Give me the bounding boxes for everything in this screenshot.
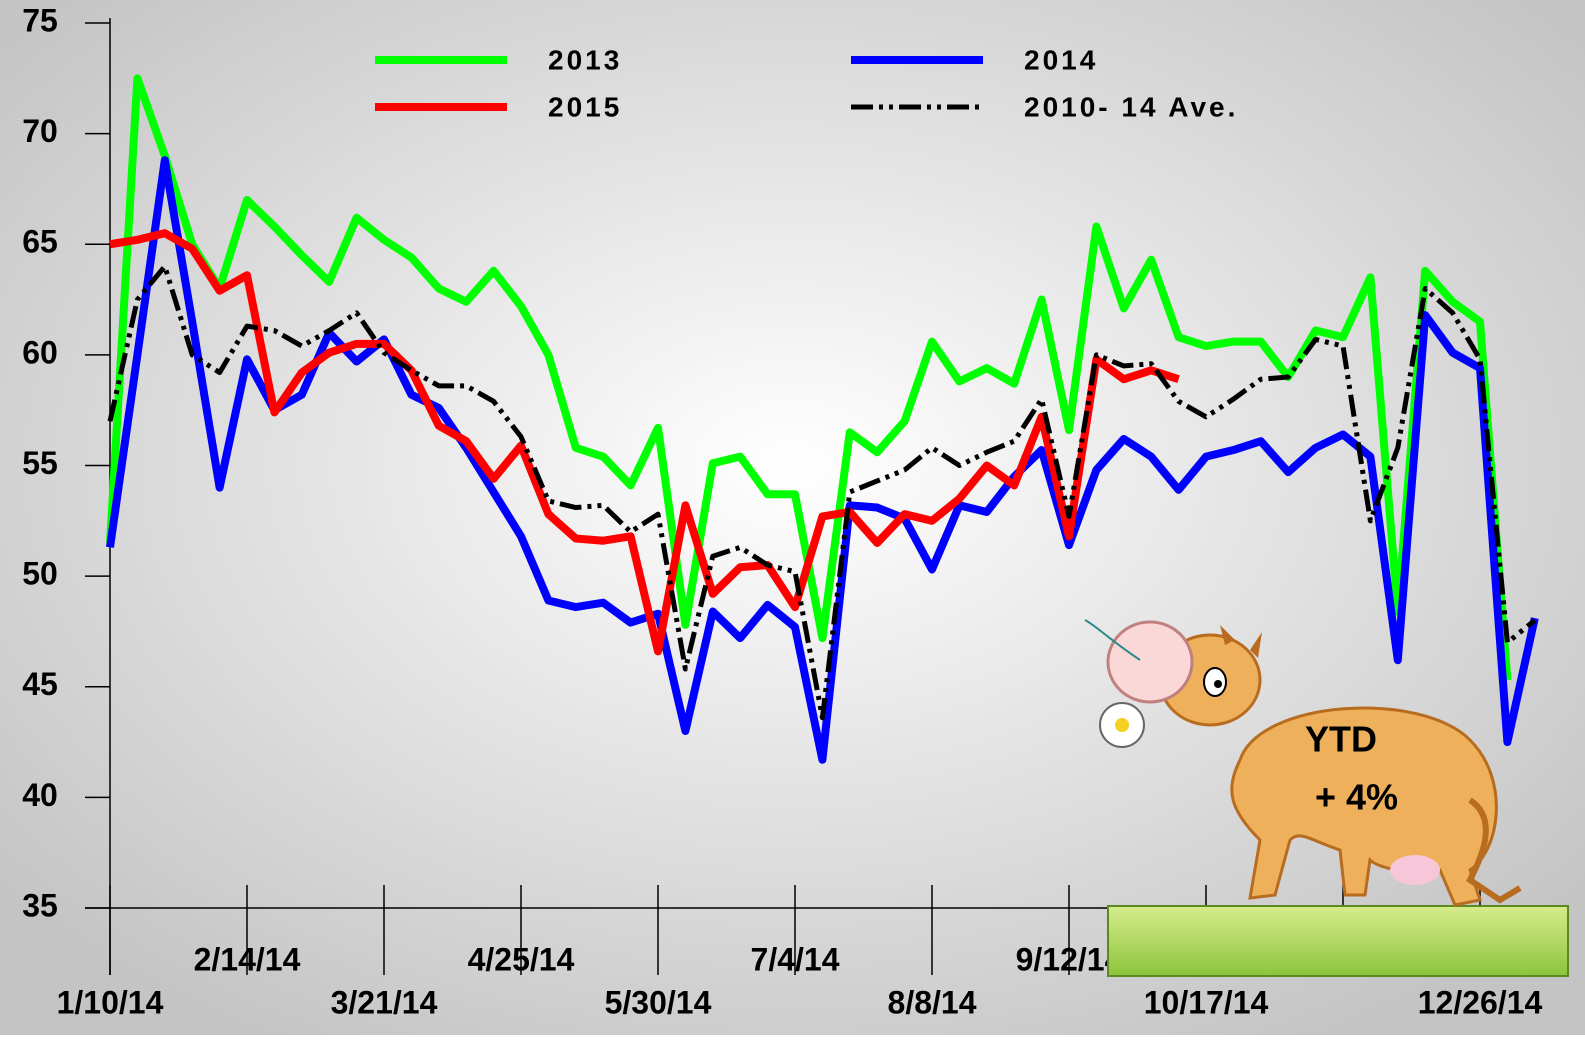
x-tick-label: 9/12/14 xyxy=(1016,941,1123,977)
annotation: + 4% xyxy=(1315,777,1398,818)
flower-center xyxy=(1115,718,1129,732)
x-tick-label: 1/10/14 xyxy=(57,984,164,1020)
x-tick-label: 4/25/14 xyxy=(468,941,575,977)
x-tick-label: 7/4/14 xyxy=(751,941,840,977)
y-tick-label: 40 xyxy=(22,777,58,813)
legend-label: 2015 xyxy=(548,91,622,122)
y-tick-label: 70 xyxy=(22,113,58,149)
cow-pupil xyxy=(1214,680,1222,688)
legend-label: 2014 xyxy=(1024,44,1098,75)
y-tick-label: 45 xyxy=(22,666,58,702)
legend-label: 2013 xyxy=(548,44,622,75)
y-tick-label: 75 xyxy=(22,2,58,38)
x-tick-label: 8/8/14 xyxy=(888,984,977,1020)
y-tick-label: 50 xyxy=(22,556,58,592)
x-tick-label: 5/30/14 xyxy=(605,984,712,1020)
y-tick-label: 55 xyxy=(22,445,58,481)
x-tick-label: 12/26/14 xyxy=(1418,984,1543,1020)
x-tick-label: 10/17/14 xyxy=(1144,984,1269,1020)
annotation: YTD xyxy=(1305,719,1377,760)
cow-udder xyxy=(1390,855,1440,885)
x-tick-label: 2/14/14 xyxy=(194,941,301,977)
page: {"chart_data": {"type": "line", "categor… xyxy=(0,0,1585,1035)
legend-label: 2010- 14 Ave. xyxy=(1024,91,1238,122)
chart: 35 40 45 50 55 60 65 70 75 1/10/14 2/14/14 3/21/14 4… xyxy=(0,0,1585,1035)
grass-platform xyxy=(1108,906,1568,976)
y-tick-label: 60 xyxy=(22,334,58,370)
x-tick-label: 3/21/14 xyxy=(331,984,438,1020)
y-tick-label: 35 xyxy=(22,887,58,923)
cow-muzzle xyxy=(1108,622,1192,702)
y-tick-label: 65 xyxy=(22,224,58,260)
